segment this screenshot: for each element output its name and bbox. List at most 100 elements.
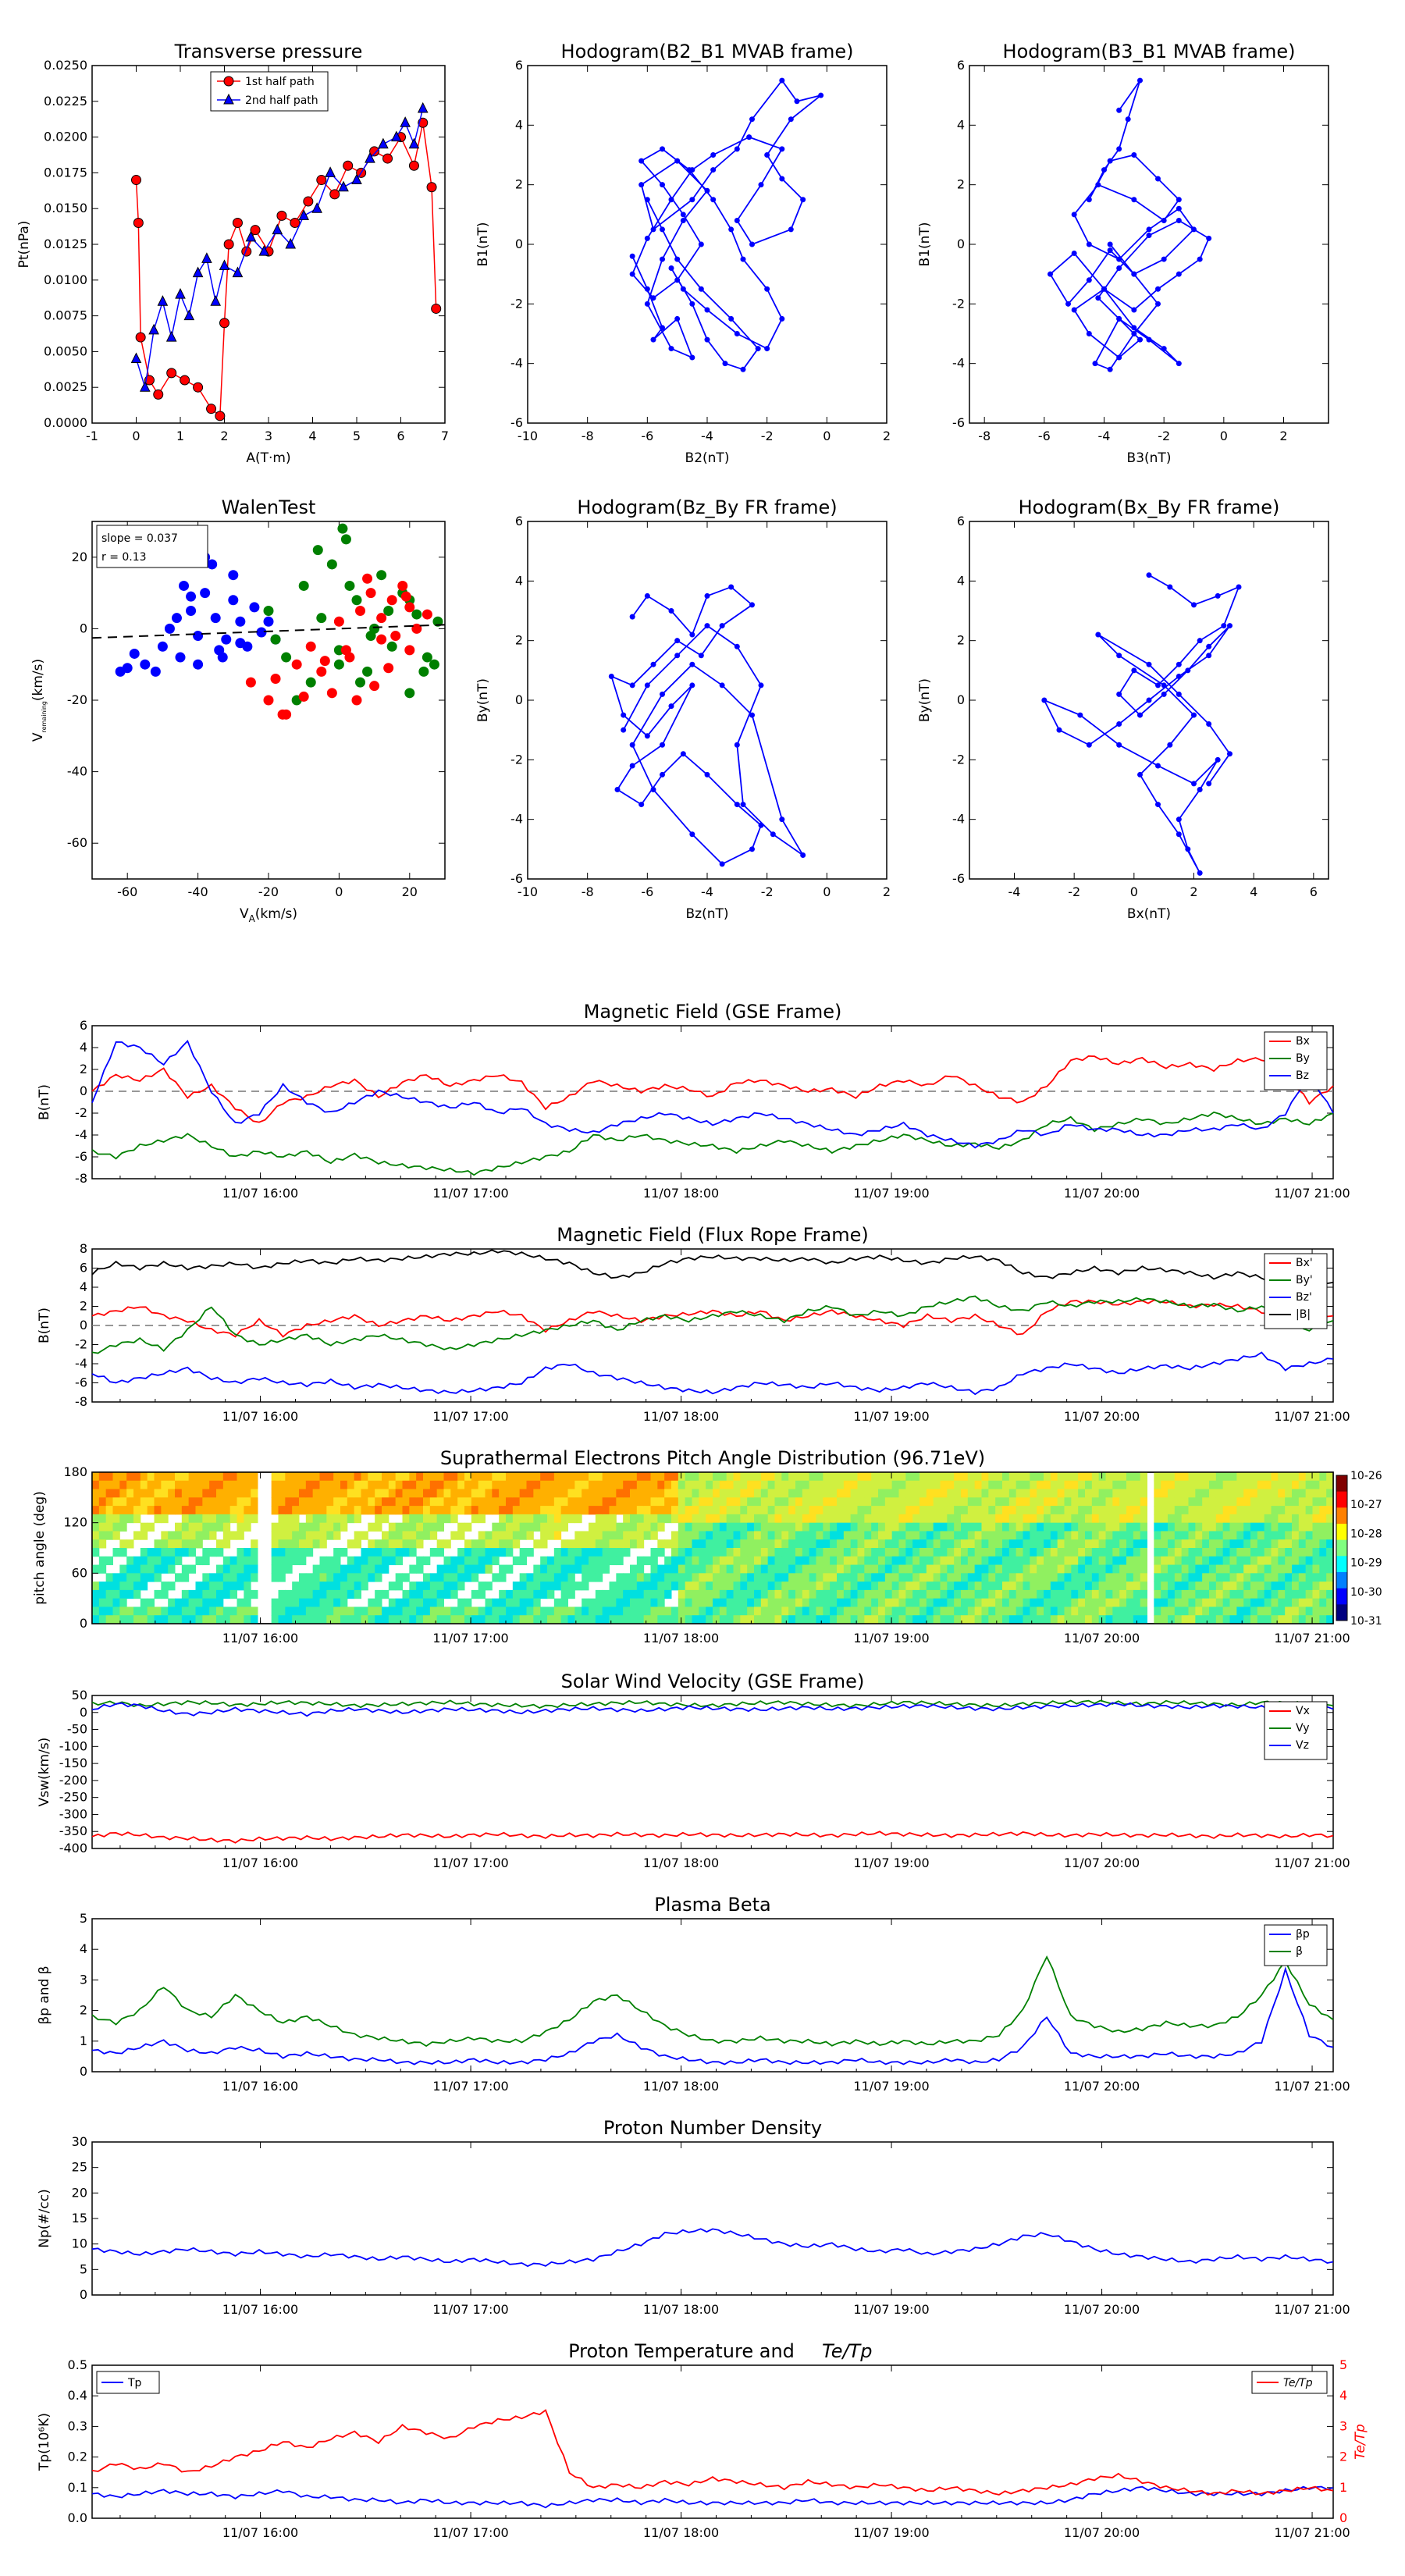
pad-cell <box>740 1480 748 1490</box>
pad-cell <box>1105 1615 1113 1624</box>
pad-cell <box>1305 1514 1313 1524</box>
pad-cell <box>574 1472 582 1482</box>
pad-cell <box>202 1606 210 1616</box>
h3-ytick-label: 4 <box>515 573 523 588</box>
pad-cell <box>133 1506 141 1515</box>
pad-cell <box>1174 1606 1183 1616</box>
walen-title: WalenTest <box>222 496 316 518</box>
pad-cell <box>395 1480 403 1490</box>
pad-cell <box>760 1531 769 1540</box>
pad-cell <box>112 1573 120 1582</box>
pad-cell <box>499 1506 507 1515</box>
pad-cell <box>423 1556 431 1566</box>
pad-cell <box>271 1539 279 1549</box>
pad-cell <box>926 1506 934 1515</box>
pad-cell <box>340 1514 348 1524</box>
pad-cell <box>664 1497 672 1507</box>
pad-cell <box>1057 1514 1065 1524</box>
pad-cell <box>1264 1582 1272 1591</box>
pad-cell <box>857 1531 865 1540</box>
pad-cell <box>857 1573 865 1582</box>
pad-cell <box>285 1506 293 1515</box>
pad-cell <box>1133 1556 1141 1566</box>
h3-point <box>689 831 695 838</box>
pad-cell <box>912 1480 920 1490</box>
pad-cell <box>147 1606 155 1616</box>
pad-cell <box>884 1514 893 1524</box>
pad-cell <box>650 1480 658 1490</box>
pad-cell <box>251 1480 258 1490</box>
pad-cell <box>1319 1615 1327 1624</box>
pad-cell <box>450 1480 458 1490</box>
pad-cell <box>1064 1472 1072 1482</box>
pad-cell <box>1319 1489 1327 1498</box>
pad-cell <box>492 1506 500 1515</box>
pad-cell <box>216 1573 224 1582</box>
pad-cell <box>643 1514 651 1524</box>
pad-cell <box>161 1480 169 1490</box>
pad-cell <box>112 1489 120 1498</box>
pad-cell <box>1161 1472 1168 1482</box>
pad-cell <box>251 1506 258 1515</box>
pad-cell <box>636 1531 645 1540</box>
h2-point <box>1161 217 1167 223</box>
pad-cell <box>175 1539 183 1549</box>
pad-cell <box>609 1615 617 1624</box>
pad-cell <box>981 1497 989 1507</box>
pad-cell <box>664 1489 672 1498</box>
pad-cell <box>1209 1556 1217 1566</box>
pad-cell <box>1133 1531 1141 1540</box>
pad-cell <box>1181 1589 1189 1599</box>
pad-cell <box>933 1589 941 1599</box>
pad-cell <box>305 1582 314 1591</box>
pad-cell <box>119 1598 127 1607</box>
vsw-xtick-label: 11/07 19:00 <box>853 1856 929 1870</box>
pad-cell <box>1085 1615 1093 1624</box>
pad-cell <box>409 1548 417 1557</box>
pad-cell <box>229 1497 237 1507</box>
pad-cell <box>499 1489 507 1498</box>
pad-cell <box>450 1615 458 1624</box>
pad-cell <box>940 1573 948 1582</box>
pad-cell <box>168 1472 176 1482</box>
pad-cell <box>802 1472 810 1482</box>
bgse-ylabel: B(nT) <box>37 1084 52 1120</box>
pad-cell <box>1257 1556 1265 1566</box>
pad-cell <box>1140 1573 1147 1582</box>
h1-xtick-label: -4 <box>701 429 713 443</box>
pad-cell <box>305 1573 314 1582</box>
pad-colorbar-segment <box>1336 1556 1347 1573</box>
pad-cell <box>354 1489 361 1498</box>
pad-cell <box>1105 1539 1113 1549</box>
pad-cell <box>871 1489 879 1498</box>
pt-title: Transverse pressure <box>174 41 363 62</box>
h2-point <box>1095 182 1101 188</box>
pad-cell <box>940 1506 948 1515</box>
pad-cell <box>1091 1489 1100 1498</box>
pad-cell <box>760 1522 769 1532</box>
pad-cell <box>623 1506 631 1515</box>
pad-cell <box>92 1497 100 1507</box>
pad-cell <box>450 1564 458 1574</box>
pad-cell <box>237 1506 244 1515</box>
h3-point <box>608 673 614 679</box>
pad-cell <box>1016 1480 1023 1490</box>
pad-cell <box>933 1598 941 1607</box>
pad-cell <box>1292 1531 1300 1540</box>
pad-cell <box>436 1598 444 1607</box>
pad-cell <box>402 1548 410 1557</box>
pad-cell <box>1064 1589 1072 1599</box>
pad-cell <box>195 1497 203 1507</box>
pad-cell <box>1195 1615 1203 1624</box>
pad-cell <box>1326 1615 1334 1624</box>
pad-cell <box>726 1506 734 1515</box>
pad-cell <box>506 1514 514 1524</box>
pad-cell <box>589 1615 596 1624</box>
pad-cell <box>1030 1489 1037 1498</box>
pt-ytick-label: 0.0225 <box>44 94 87 109</box>
pad-cell <box>1071 1522 1079 1532</box>
h1-point <box>650 226 656 233</box>
h3-xtick-label: -8 <box>582 884 594 899</box>
pad-cell <box>1236 1506 1244 1515</box>
pad-cell <box>747 1480 755 1490</box>
